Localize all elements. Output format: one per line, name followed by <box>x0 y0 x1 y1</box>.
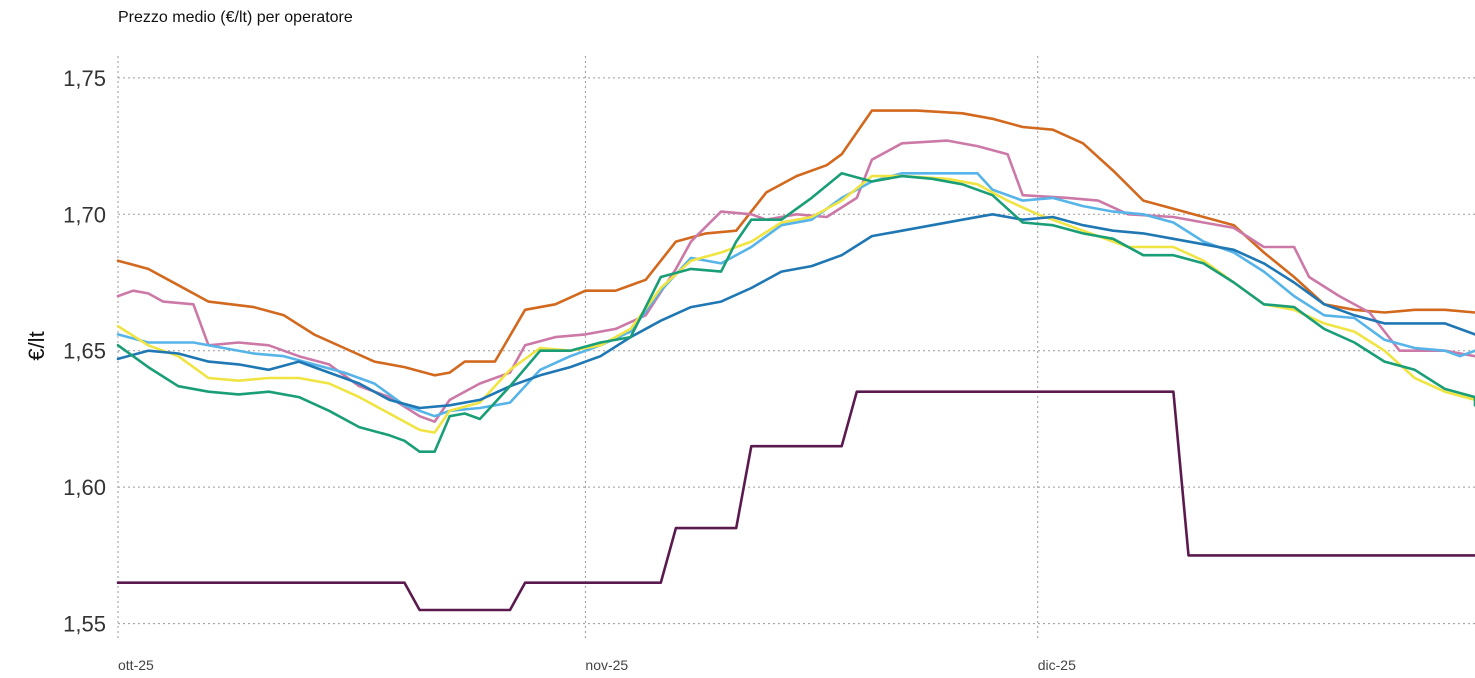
series-line-5 <box>116 213 1475 410</box>
x-tick-label: dic-25 <box>1038 657 1076 673</box>
chart-title: Prezzo medio (€/lt) per operatore <box>118 9 353 26</box>
y-tick-label: 1,75 <box>63 66 106 91</box>
x-tick-label: ott-25 <box>118 657 154 673</box>
x-tick-label: nov-25 <box>585 657 628 673</box>
series-line-3 <box>116 172 1475 418</box>
y-tick-label: 1,65 <box>63 339 106 364</box>
y-axis-ticks: 1,55 1,60 1,65 1,70 1,75 <box>63 66 106 637</box>
series-line-1 <box>116 109 1475 377</box>
x-axis-ticks: ott-25 nov-25 dic-25 <box>118 657 1076 673</box>
series-lines <box>116 109 1475 612</box>
y-tick-label: 1,60 <box>63 475 106 500</box>
series-line-2 <box>116 139 1475 423</box>
series-line-6 <box>116 172 1475 453</box>
y-tick-label: 1,55 <box>63 612 106 637</box>
series-line-7 <box>116 390 1475 612</box>
grid-lines <box>117 56 1475 640</box>
y-axis-label: €/lt <box>24 331 49 360</box>
y-tick-label: 1,70 <box>63 202 106 227</box>
